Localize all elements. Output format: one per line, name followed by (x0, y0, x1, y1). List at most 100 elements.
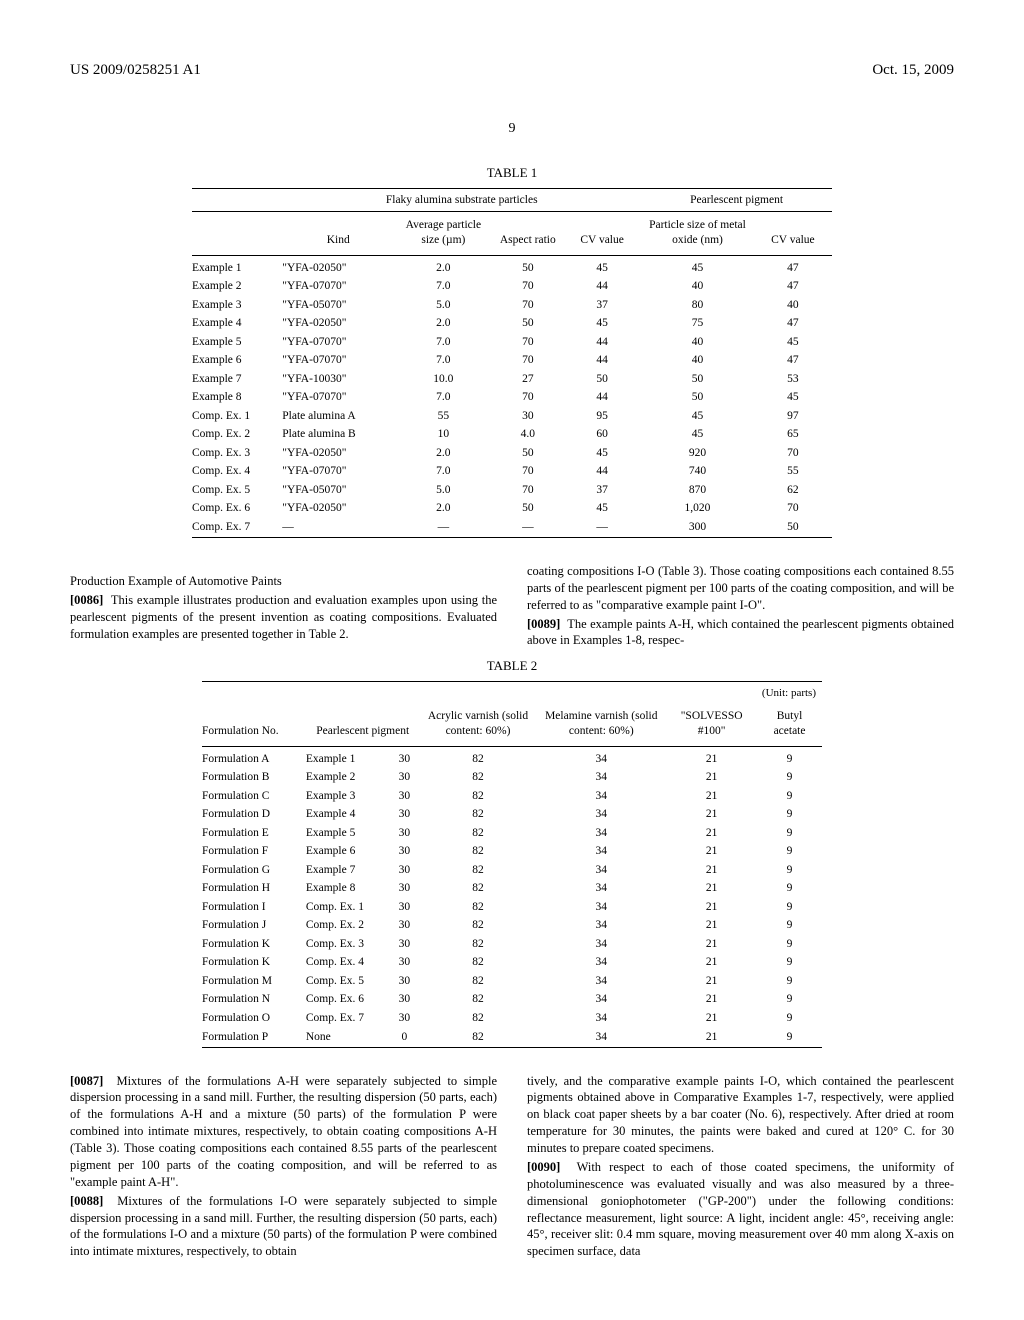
t2-no: Formulation G (202, 861, 306, 880)
t2-pig: Comp. Ex. 5 (306, 972, 389, 991)
t2-pig: Comp. Ex. 4 (306, 954, 389, 973)
table-row: Formulation BExample 2308234219 (202, 769, 822, 788)
t2-pig: Comp. Ex. 7 (306, 1009, 389, 1028)
t1-psize: 920 (641, 444, 754, 463)
t2-m: 34 (536, 1028, 666, 1047)
t2-a: 82 (420, 843, 537, 862)
t2-b: 9 (757, 861, 822, 880)
t2-no: Formulation B (202, 769, 306, 788)
t1-avg: 7.0 (394, 352, 493, 371)
t1-kind: "YFA-02050" (282, 500, 394, 519)
table-1: Flaky alumina substrate particles Pearle… (192, 188, 832, 538)
t2-s: 21 (666, 843, 757, 862)
t1-cv1: — (563, 518, 641, 537)
t2-m: 34 (536, 1009, 666, 1028)
t2-pig: Example 8 (306, 880, 389, 899)
t1-psize: 75 (641, 315, 754, 334)
t1-aspect: 70 (493, 296, 563, 315)
t1-aspect: 70 (493, 481, 563, 500)
t1-label: Example 5 (192, 333, 282, 352)
t1-kind: "YFA-07070" (282, 352, 394, 371)
t1-avg: 10.0 (394, 370, 493, 389)
t2-m: 34 (536, 880, 666, 899)
t1-label: Example 1 (192, 259, 282, 278)
t1-cv2: 45 (754, 333, 832, 352)
table-row: Formulation OComp. Ex. 7308234219 (202, 1009, 822, 1028)
t2-b: 9 (757, 750, 822, 769)
t1-psize: 1,020 (641, 500, 754, 519)
t2-col-no: Formulation No. (202, 703, 306, 747)
t2-pig: None (306, 1028, 389, 1047)
t2-no: Formulation I (202, 898, 306, 917)
t1-col-aspect: Aspect ratio (493, 211, 563, 255)
t1-cv2: 70 (754, 500, 832, 519)
t1-label: Comp. Ex. 4 (192, 463, 282, 482)
t1-cv1: 60 (563, 426, 641, 445)
text-block-2: [0087] Mixtures of the formulations A-H … (70, 1073, 954, 1263)
t1-label: Comp. Ex. 7 (192, 518, 282, 537)
table-row: Comp. Ex. 4"YFA-07070"7.0704474055 (192, 463, 832, 482)
table-row: Example 1"YFA-02050"2.050454547 (192, 259, 832, 278)
t2-m: 34 (536, 843, 666, 862)
t1-cv1: 44 (563, 333, 641, 352)
t2-col-butyl: Butyl acetate (757, 703, 822, 747)
table-row: Formulation KComp. Ex. 4308234219 (202, 954, 822, 973)
t2-s: 21 (666, 806, 757, 825)
t1-label: Example 2 (192, 278, 282, 297)
table-row: Formulation FExample 6308234219 (202, 843, 822, 862)
para-text-0086: This example illustrates production and … (70, 593, 497, 641)
publication-date: Oct. 15, 2009 (872, 60, 954, 80)
t2-s: 21 (666, 769, 757, 788)
table-row: Formulation IComp. Ex. 1308234219 (202, 898, 822, 917)
t1-kind: "YFA-07070" (282, 389, 394, 408)
t1-cv1: 44 (563, 389, 641, 408)
table-row: Formulation KComp. Ex. 3308234219 (202, 935, 822, 954)
t1-label: Comp. Ex. 5 (192, 481, 282, 500)
t2-a: 82 (420, 1009, 537, 1028)
t2-q: 30 (389, 1009, 420, 1028)
t2-b: 9 (757, 991, 822, 1010)
t1-cv1: 44 (563, 463, 641, 482)
t1-kind: "YFA-02050" (282, 444, 394, 463)
t2-b: 9 (757, 935, 822, 954)
t1-aspect: 70 (493, 463, 563, 482)
t1-label: Comp. Ex. 3 (192, 444, 282, 463)
t2-m: 34 (536, 769, 666, 788)
t2-no: Formulation K (202, 954, 306, 973)
t1-psize: 50 (641, 389, 754, 408)
table-2-caption: TABLE 2 (70, 657, 954, 675)
t2-pig: Comp. Ex. 1 (306, 898, 389, 917)
t1-cv1: 45 (563, 444, 641, 463)
table-row: Formulation EExample 5308234219 (202, 824, 822, 843)
t2-s: 21 (666, 750, 757, 769)
t2-no: Formulation K (202, 935, 306, 954)
t1-cv2: 62 (754, 481, 832, 500)
t1-cv2: 97 (754, 407, 832, 426)
t1-aspect: 70 (493, 352, 563, 371)
t1-avg: 10 (394, 426, 493, 445)
t2-q: 30 (389, 787, 420, 806)
t1-cv2: 53 (754, 370, 832, 389)
t2-b: 9 (757, 972, 822, 991)
paragraph-0090: [0090] With respect to each of those coa… (527, 1159, 954, 1260)
paragraph-0089: [0089] The example paints A-H, which con… (527, 616, 954, 650)
t2-m: 34 (536, 972, 666, 991)
t1-kind: "YFA-02050" (282, 315, 394, 334)
t1-cv2: 55 (754, 463, 832, 482)
t2-q: 30 (389, 750, 420, 769)
t1-label: Example 7 (192, 370, 282, 389)
table-row: Example 3"YFA-05070"5.070378040 (192, 296, 832, 315)
text-block-1: Production Example of Automotive Paints … (70, 563, 954, 649)
t2-q: 30 (389, 880, 420, 899)
t2-a: 82 (420, 787, 537, 806)
t1-cv1: 37 (563, 481, 641, 500)
table-row: Comp. Ex. 2Plate alumina B104.0604565 (192, 426, 832, 445)
t2-no: Formulation D (202, 806, 306, 825)
t1-kind: "YFA-10030" (282, 370, 394, 389)
table-row: Formulation PNone08234219 (202, 1028, 822, 1047)
t1-psize: 40 (641, 352, 754, 371)
table-1-wrap: TABLE 1 Flaky alumina substrate particle… (70, 164, 954, 538)
t1-aspect: 50 (493, 444, 563, 463)
t1-psize: 40 (641, 278, 754, 297)
t2-col-pigment: Pearlescent pigment (306, 703, 420, 747)
